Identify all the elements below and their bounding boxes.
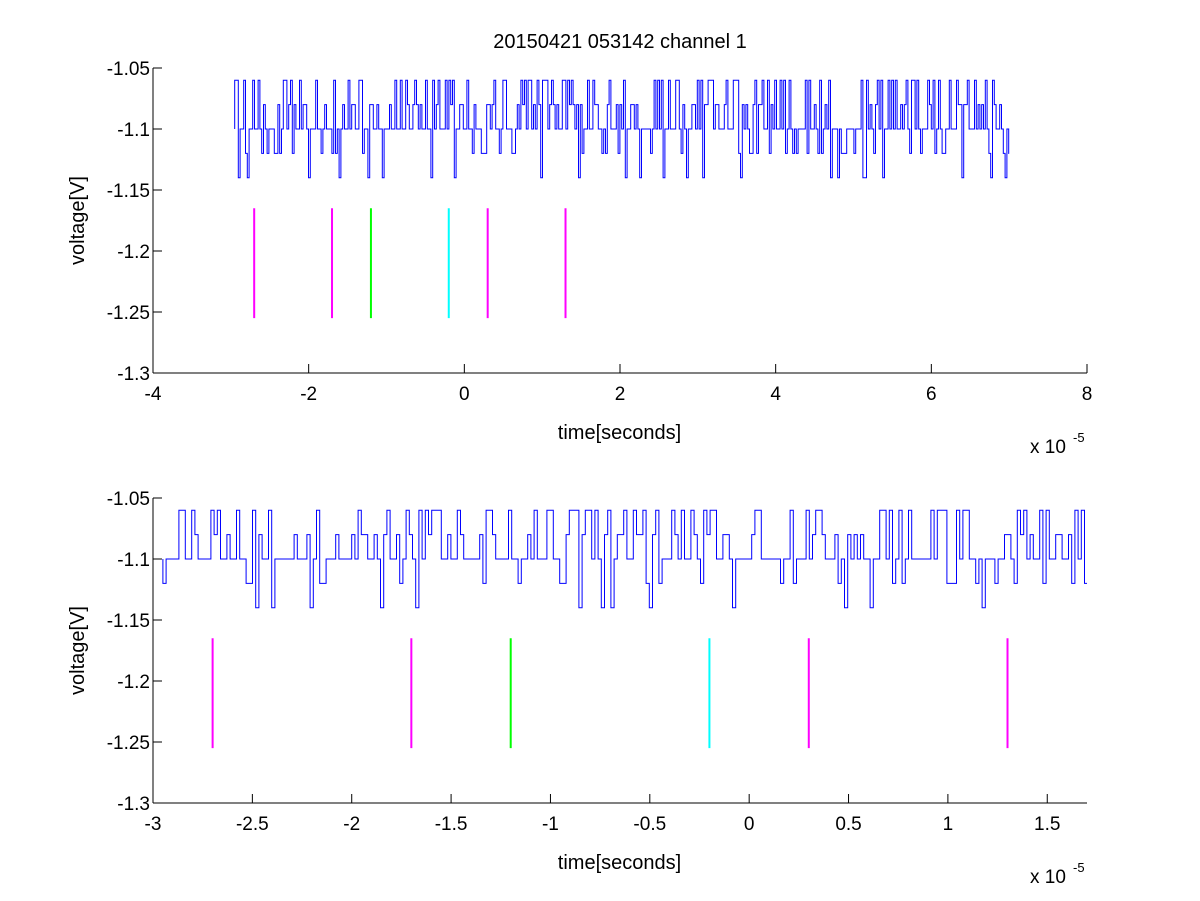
x-axis-label: time[seconds]: [558, 422, 681, 444]
x-exponent-label: x 10: [1030, 867, 1066, 888]
y-tick-label: -1.05: [107, 489, 150, 510]
x-axis-label: time[seconds]: [558, 852, 681, 874]
x-exponent-power: -5: [1073, 860, 1085, 875]
signal-series: [162, 509, 1087, 609]
subplot-top: -4 -2 0 2 4 6 8 -1.05 -1.1 -1.15 -1.2 -1.25 -1.3 time…: [67, 59, 1092, 458]
x-exponent-label: x 10: [1030, 437, 1066, 458]
y-tick-label: -1.25: [107, 303, 150, 324]
x-tick-label: -4: [145, 384, 162, 405]
y-axis-label: voltage[V]: [67, 176, 89, 265]
x-tick-label: -1: [542, 814, 559, 835]
y-tick-label: -1.15: [107, 181, 150, 202]
x-tick-label: 0.5: [835, 814, 861, 835]
x-tick-label: -2: [300, 384, 317, 405]
x-tick-label: -2.5: [236, 814, 269, 835]
figure-title: 20150421 053142 channel 1: [493, 31, 747, 53]
y-tick-label: -1.2: [117, 672, 150, 693]
y-tick-label: -1.25: [107, 733, 150, 754]
x-exponent-power: -5: [1073, 430, 1085, 445]
x-tick-label: 0: [459, 384, 470, 405]
x-tick-label: 6: [926, 384, 937, 405]
x-tick-label: 1.5: [1034, 814, 1060, 835]
y-tick-label: -1.1: [117, 120, 150, 141]
x-tick-label: 2: [615, 384, 626, 405]
signal-series: [234, 79, 1010, 179]
y-tick-label: -1.15: [107, 611, 150, 632]
x-tick-label: 1: [943, 814, 954, 835]
y-tick-label: -1.3: [117, 794, 150, 815]
y-tick-label: -1.05: [107, 59, 150, 80]
x-tick-label: -1.5: [435, 814, 468, 835]
x-tick-label: 8: [1082, 384, 1093, 405]
y-tick-label: -1.2: [117, 242, 150, 263]
x-tick-label: -0.5: [633, 814, 666, 835]
y-tick-label: -1.3: [117, 364, 150, 385]
x-tick-label: -2: [343, 814, 360, 835]
x-tick-label: 4: [770, 384, 781, 405]
y-tick-label: -1.1: [117, 550, 150, 571]
y-axis-label: voltage[V]: [67, 606, 89, 695]
x-tick-label: 0: [744, 814, 755, 835]
x-tick-label: -3: [145, 814, 162, 835]
subplot-bottom: -3 -2.5 -2 -1.5 -1 -0.5 0 0.5 1 1.5 -1.05 -1.1 -1.15…: [67, 489, 1087, 888]
